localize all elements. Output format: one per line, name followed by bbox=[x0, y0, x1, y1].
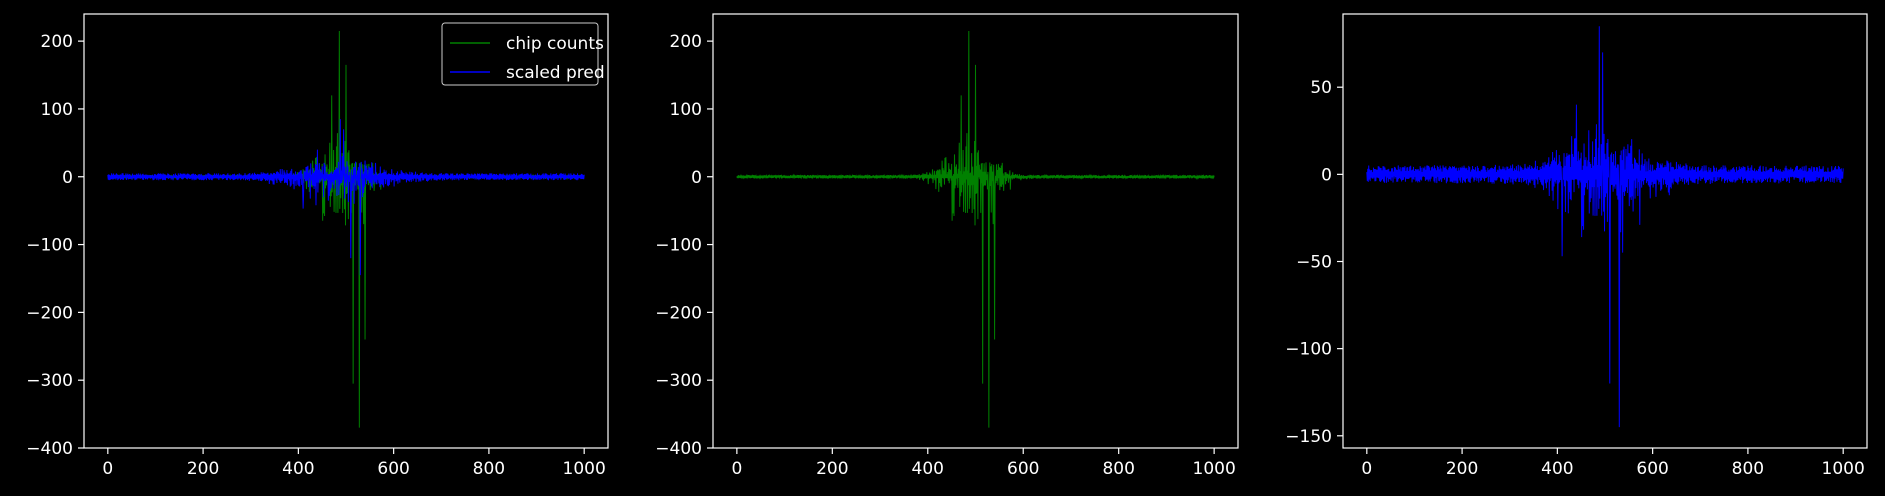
y-tick-label: −200 bbox=[26, 303, 73, 323]
legend: chip counts scaled pred bbox=[441, 22, 605, 86]
axes-frame bbox=[1342, 13, 1868, 449]
x-tick-label: 0 bbox=[731, 459, 742, 479]
y-tick-label: 0 bbox=[691, 168, 702, 188]
legend-label: chip counts bbox=[506, 34, 604, 54]
series-line-panel-3-series-1 bbox=[1366, 26, 1844, 428]
chart-panel-3: 0 200 400 600 800 1000 −150 −100 −50 0 50 bbox=[1285, 13, 1868, 479]
x-tick-label: 400 bbox=[1541, 459, 1573, 479]
y-tick-label: 200 bbox=[41, 32, 73, 52]
y-tick-label: −400 bbox=[26, 439, 73, 459]
x-tick-label: 200 bbox=[1446, 459, 1478, 479]
y-tick-label: 200 bbox=[670, 32, 702, 52]
axes-frame bbox=[83, 13, 609, 449]
series-line-scaled-pred bbox=[107, 119, 585, 276]
x-tick-label: 600 bbox=[377, 459, 409, 479]
y-tick-label: −200 bbox=[655, 303, 702, 323]
axes-frame bbox=[712, 13, 1239, 449]
series-line-panel-2-series-1 bbox=[736, 30, 1215, 428]
y-tick-label: −300 bbox=[26, 371, 73, 391]
x-tick-label: 400 bbox=[912, 459, 944, 479]
y-tick-label: −100 bbox=[655, 236, 702, 256]
y-tick-label: 100 bbox=[41, 100, 73, 120]
x-tick-label: 1000 bbox=[563, 459, 606, 479]
y-tick-label: 0 bbox=[62, 168, 73, 188]
x-tick-label: 400 bbox=[282, 459, 314, 479]
panels: 0 200 400 600 800 1000−400−300−200−1000100200… bbox=[26, 13, 1868, 479]
y-tick-label: −150 bbox=[1285, 427, 1332, 447]
y-tick-label: 100 bbox=[670, 100, 702, 120]
y-tick-label: −400 bbox=[655, 439, 702, 459]
x-tick-label: 1000 bbox=[1193, 459, 1236, 479]
x-tick-label: 800 bbox=[1102, 459, 1134, 479]
x-tick-label: 200 bbox=[187, 459, 219, 479]
x-tick-label: 1000 bbox=[1822, 459, 1865, 479]
y-tick-label: −100 bbox=[1285, 340, 1332, 360]
x-tick-label: 600 bbox=[1007, 459, 1039, 479]
y-tick-label: −100 bbox=[26, 236, 73, 256]
x-tick-label: 0 bbox=[1361, 459, 1372, 479]
legend-box bbox=[441, 22, 599, 86]
x-tick-label: 0 bbox=[102, 459, 113, 479]
x-tick-label: 600 bbox=[1636, 459, 1668, 479]
legend-label: scaled pred bbox=[506, 63, 605, 83]
y-tick-label: 50 bbox=[1310, 78, 1332, 98]
y-tick-label: −50 bbox=[1296, 253, 1332, 273]
chart-panel-2: 0 200 400 600 800 1000 −400 −300 −200 −100 0 100 200 bbox=[655, 13, 1239, 479]
y-tick-label: −300 bbox=[655, 371, 702, 391]
y-tick-label: 0 bbox=[1321, 165, 1332, 185]
x-tick-label: 800 bbox=[1732, 459, 1764, 479]
x-tick-label: 800 bbox=[473, 459, 505, 479]
chart-panel-1: 0 200 400 600 800 1000 −400 −300 −200 −100 0 100 200… bbox=[26, 13, 609, 479]
x-tick-label: 200 bbox=[816, 459, 848, 479]
